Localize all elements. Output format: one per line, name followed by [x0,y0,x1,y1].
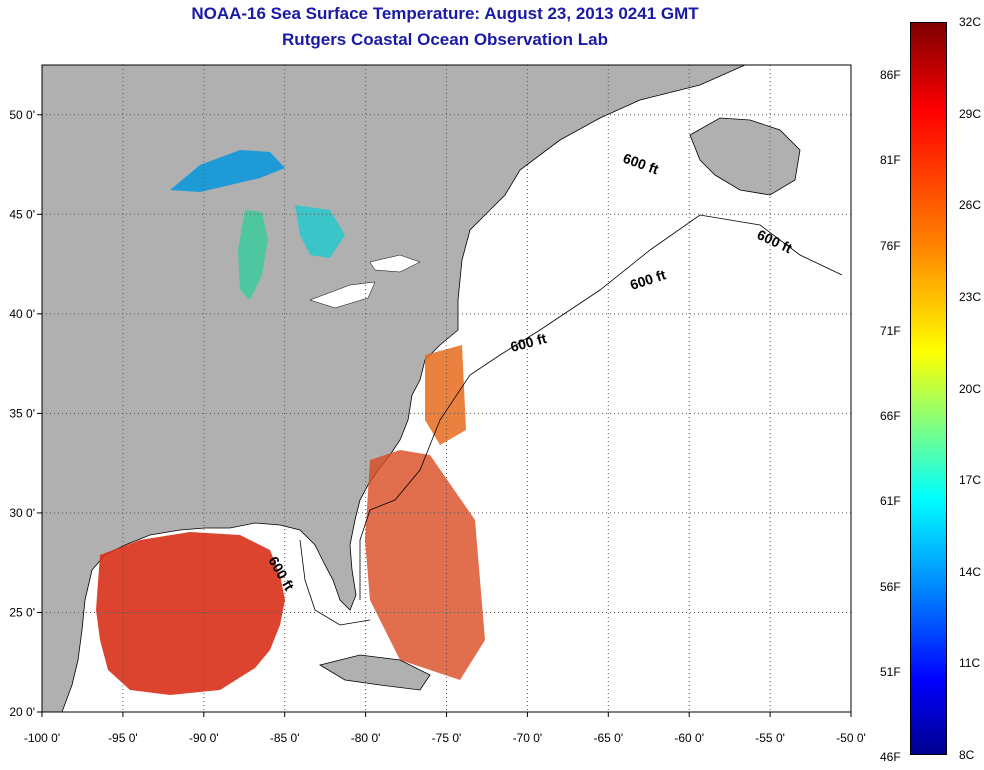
fahrenheit-tick-label: 61F [880,494,901,509]
celsius-tick-label: 32C [959,15,982,29]
celsius-tick-label: 23C [959,289,982,304]
sst-southeast-swath [365,450,485,680]
celsius-tick-label: 26C [959,198,982,213]
lake-erie [309,281,376,309]
lat-tick-label: 25 0' [9,605,35,619]
lon-tick-label: -75 0' [432,731,462,745]
depth-contour-gulf [299,539,371,626]
lon-tick-label: -80 0' [351,731,381,745]
lat-tick-label: 50 0' [9,108,35,122]
lake-superior [170,150,285,192]
fahrenheit-tick-label: 86F [880,68,901,82]
fahrenheit-tick-label: 56F [880,579,901,594]
celsius-tick-label: 17C [959,473,982,488]
lat-tick-label: 35 0' [9,406,35,420]
fahrenheit-tick-label: 66F [880,409,901,423]
celsius-tick-label: 20C [959,381,982,396]
temperature-colorbar [910,22,947,755]
celsius-tick-label: 8C [959,748,975,762]
land-newfoundland [689,117,801,196]
lon-tick-label: -55 0' [755,731,785,745]
celsius-tick-label: 29C [959,106,982,121]
lat-tick-label: 20 0' [9,705,35,719]
fahrenheit-tick-label: 71F [880,323,901,338]
sst-gulf-of-mexico [96,532,285,695]
sst-atlantic-swath [425,345,466,445]
lon-tick-label: -65 0' [593,731,623,745]
lake-ontario [369,254,421,273]
fahrenheit-tick-label: 51F [880,664,901,679]
lon-tick-label: -90 0' [189,731,219,745]
lake-huron [295,205,345,258]
lon-tick-label: -50 0' [836,731,866,745]
lon-tick-label: -100 0' [24,731,60,745]
celsius-tick-label: 11C [959,656,981,671]
land-cuba [318,654,431,691]
lake-michigan [238,210,268,300]
lon-tick-label: -95 0' [108,731,138,745]
fahrenheit-tick-label: 81F [880,153,901,168]
lat-tick-label: 40 0' [9,307,35,321]
celsius-tick-label: 14C [959,564,982,579]
fahrenheit-tick-label: 46F [880,750,901,764]
lon-tick-label: -85 0' [270,731,300,745]
map-subtitle: Rutgers Coastal Ocean Observation Lab [282,30,608,49]
lat-tick-label: 45 0' [9,207,35,221]
depth-contour-600ft [359,214,843,600]
grid-lines [42,65,851,712]
lon-tick-label: -60 0' [674,731,704,745]
map-title: NOAA-16 Sea Surface Temperature: August … [191,4,699,23]
lon-tick-label: -70 0' [513,731,543,745]
fahrenheit-tick-label: 76F [880,238,901,253]
lat-tick-label: 30 0' [9,506,35,520]
axis-ticks: -100 0' -95 0' -90 0' -85 0' -80 0' -75 0' -70… [9,108,865,745]
